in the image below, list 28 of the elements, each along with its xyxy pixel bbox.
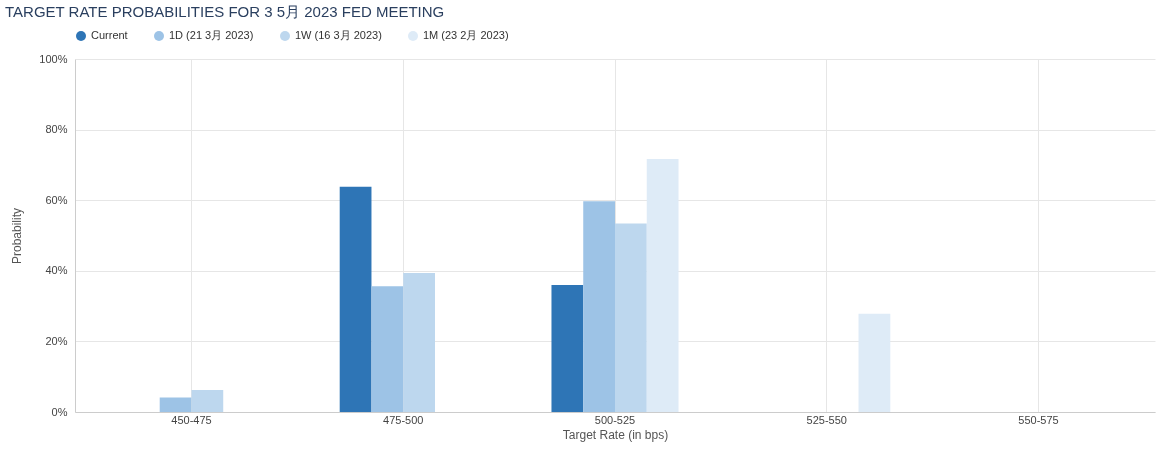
x-tick-label: 550-575: [1018, 413, 1059, 426]
bar: [646, 158, 679, 412]
bar: [583, 201, 615, 412]
bar: [339, 186, 372, 412]
y-tick-label: 0%: [51, 405, 68, 418]
y-tick-label: 60%: [45, 193, 68, 206]
y-tick-label: 80%: [45, 123, 68, 136]
legend-label: 1M (23 2月 2023): [423, 29, 509, 41]
bar: [159, 397, 192, 412]
y-tick-label: 100%: [39, 52, 68, 65]
x-tick-label: 525-550: [806, 413, 847, 426]
legend-label: 1D (21 3月 2023): [169, 29, 254, 41]
y-tick-label: 20%: [45, 334, 68, 347]
bar: [551, 284, 584, 412]
bar: [403, 272, 435, 412]
bar: [615, 223, 647, 412]
x-tick-label: 500-525: [594, 413, 636, 426]
legend-label: Current: [91, 29, 128, 41]
x-tick-label: 450-475: [171, 413, 212, 426]
y-axis-title: Probability: [10, 207, 25, 265]
bar: [858, 313, 891, 412]
y-tick-label: 40%: [45, 264, 68, 277]
legend-label: 1W (16 3月 2023): [295, 29, 382, 41]
bar: [371, 286, 404, 412]
x-tick-label: 475-500: [383, 413, 424, 426]
bar: [191, 390, 224, 412]
x-axis-title: Target Rate (in bps): [562, 427, 669, 442]
chart-title: TARGET RATE PROBABILITIES FOR 3 5月 2023 FED MEETING: [5, 3, 445, 20]
